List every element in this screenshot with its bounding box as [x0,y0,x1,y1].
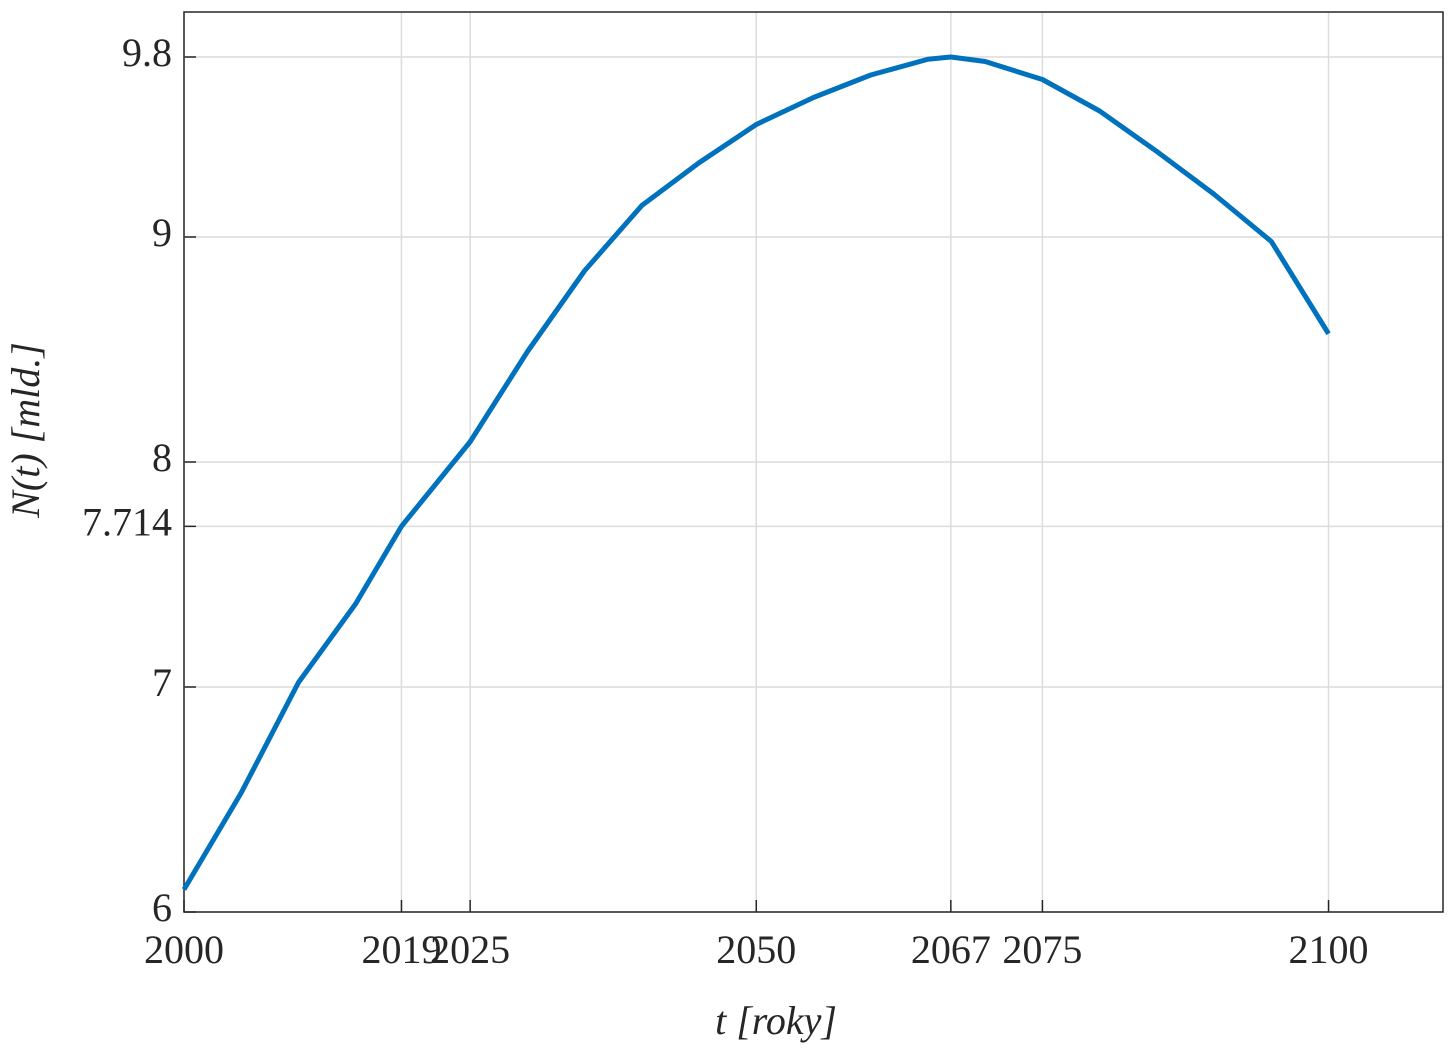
x-tick-label: 2100 [1289,927,1369,972]
x-tick-label: 2025 [430,927,510,972]
y-tick-label: 9.8 [122,30,172,75]
y-tick-label: 6 [152,885,172,930]
x-axis-label: t [roky] [715,998,837,1043]
plot-frame [183,11,1444,913]
x-tick-label: 2075 [1002,927,1082,972]
y-tick-label: 7 [152,660,172,705]
x-tick-label: 2050 [716,927,796,972]
y-tick-label: 7.714 [82,500,172,545]
x-tick-label: 2019 [361,927,441,972]
x-tick-label: 2067 [911,927,991,972]
y-axis-label: N(t) [mld.] [3,342,48,519]
data-line [181,54,1331,891]
y-tick-label: 8 [152,435,172,480]
y-tick-label: 9 [152,210,172,255]
x-tick-label: 2000 [144,927,224,972]
